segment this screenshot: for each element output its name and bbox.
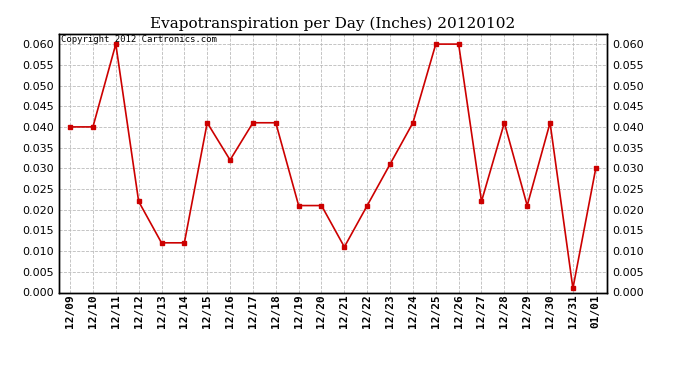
Text: Copyright 2012 Cartronics.com: Copyright 2012 Cartronics.com xyxy=(61,35,217,44)
Title: Evapotranspiration per Day (Inches) 20120102: Evapotranspiration per Day (Inches) 2012… xyxy=(150,17,515,31)
